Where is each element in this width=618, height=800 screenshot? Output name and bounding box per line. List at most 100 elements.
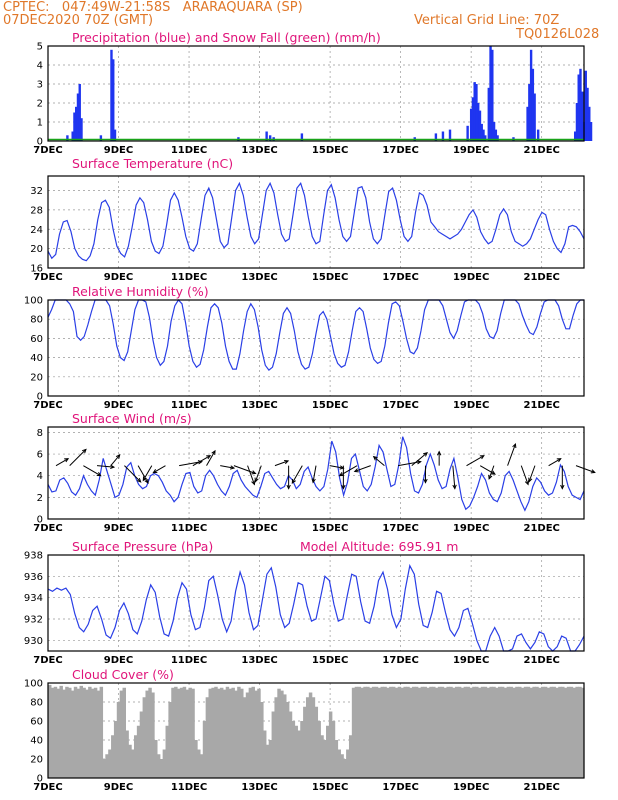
cloud-bar	[397, 686, 402, 778]
cloud-bar	[122, 687, 126, 778]
wind-arrow	[254, 465, 262, 482]
cloud-bar	[188, 687, 192, 778]
cloud-bar	[222, 689, 227, 778]
x-tick-label: 17DEC	[382, 523, 418, 534]
cloud-bar	[240, 688, 244, 778]
wind-arrow-head	[152, 469, 158, 474]
y-tick-label: 80	[30, 698, 43, 709]
cloud-bar	[297, 730, 301, 778]
x-tick-label: 11DEC	[171, 523, 207, 534]
precip-bar	[477, 103, 480, 141]
cloud-bar	[73, 686, 78, 778]
x-tick-label: 21DEC	[523, 782, 559, 793]
series-line	[47, 181, 585, 262]
wind-arrow	[398, 461, 421, 467]
x-tick-label: 11DEC	[171, 400, 207, 411]
y-tick-label: 2	[37, 493, 43, 504]
cloud-bar	[515, 686, 519, 778]
cloud-bar	[76, 688, 81, 778]
cloud-bar	[162, 749, 167, 778]
y-tick-label: 28	[30, 205, 43, 216]
x-tick-label: 9DEC	[104, 523, 133, 534]
x-tick-label: 9DEC	[104, 782, 133, 793]
wind-arrow-head	[490, 470, 496, 475]
x-tick-label: 13DEC	[241, 655, 277, 666]
cloud-bar	[317, 721, 321, 778]
wind-arrow	[55, 458, 69, 467]
cloud-bar	[62, 689, 66, 778]
wind-arrow	[452, 465, 456, 489]
precip-bar	[528, 84, 531, 141]
precip-bar	[99, 135, 103, 141]
precip-bar	[577, 74, 580, 141]
x-tick-label: 19DEC	[453, 782, 489, 793]
cloud-bar	[251, 686, 255, 778]
cloud-bar	[558, 686, 562, 778]
cloud-bar	[420, 686, 425, 778]
precip-bar	[478, 110, 482, 141]
wind-arrow	[206, 450, 216, 466]
cloud-bar	[566, 686, 571, 778]
cloud-bar	[549, 686, 554, 778]
wind-arrow-head	[206, 455, 212, 460]
cloud-bar	[340, 754, 344, 778]
wind-arrow-head	[197, 460, 203, 465]
x-tick-label: 19DEC	[453, 400, 489, 411]
panel-title: Cloud Cover (%)	[72, 667, 174, 682]
cloud-bar	[529, 687, 534, 778]
precip-bar	[579, 68, 582, 141]
cloud-bar	[460, 687, 465, 778]
precip-bar	[469, 108, 473, 141]
cloud-bar	[389, 686, 393, 778]
wind-arrow	[548, 458, 562, 467]
cloud-bar	[366, 686, 370, 778]
cloud-bar	[346, 749, 350, 778]
wind-arrow	[329, 465, 344, 469]
precip-bar	[75, 106, 78, 141]
cloud-bar	[374, 686, 379, 778]
wind-arrow-head	[142, 476, 147, 482]
precip-bar	[491, 49, 494, 141]
cloud-bar	[265, 744, 270, 778]
cloud-bar	[136, 725, 141, 778]
precip-bar	[441, 131, 445, 141]
x-tick-label: 15DEC	[312, 272, 348, 283]
wind-arrow-head	[423, 478, 428, 484]
wind-arrow	[97, 465, 115, 468]
cloud-bar	[185, 689, 190, 778]
cloud-bar	[242, 697, 247, 778]
cloud-bar	[108, 749, 112, 778]
wind-arrow	[373, 456, 385, 467]
precip-bar	[494, 129, 498, 141]
cloud-bar	[93, 687, 98, 778]
wind-arrow-head	[311, 478, 316, 484]
panel-0: 0 1 2 3 4 5 7DEC 9DEC 11DEC 13DEC 15DEC 17DEC 19DEC 2…	[33, 30, 593, 156]
cloud-bar	[480, 686, 485, 778]
series-line	[47, 436, 585, 512]
panel-title: Relative Humidity (%)	[72, 284, 209, 299]
cloud-bar	[208, 688, 212, 778]
wind-arrow-head	[251, 470, 257, 475]
wind-arrow-head	[211, 449, 216, 455]
cloud-bar	[320, 735, 324, 778]
cloud-bar	[455, 686, 459, 778]
cloud-bar	[503, 687, 508, 778]
precip-bar	[492, 122, 496, 141]
x-tick-label: 7DEC	[33, 272, 62, 283]
cloud-bar	[139, 711, 144, 778]
wind-arrow	[274, 460, 289, 467]
cloud-bar	[463, 686, 468, 778]
precip-bar	[496, 135, 499, 141]
precip-bar	[80, 118, 83, 141]
cloud-bar	[452, 687, 456, 778]
cloud-bar	[176, 688, 181, 778]
wind-arrow-head	[284, 459, 290, 465]
cloud-bar	[383, 686, 387, 778]
cloud-bar	[154, 740, 158, 778]
wind-arrow	[575, 465, 595, 473]
panel-frame	[47, 682, 585, 779]
y-tick-label: 40	[30, 736, 43, 747]
cloud-bar	[274, 697, 278, 778]
cloud-bar	[133, 735, 138, 778]
